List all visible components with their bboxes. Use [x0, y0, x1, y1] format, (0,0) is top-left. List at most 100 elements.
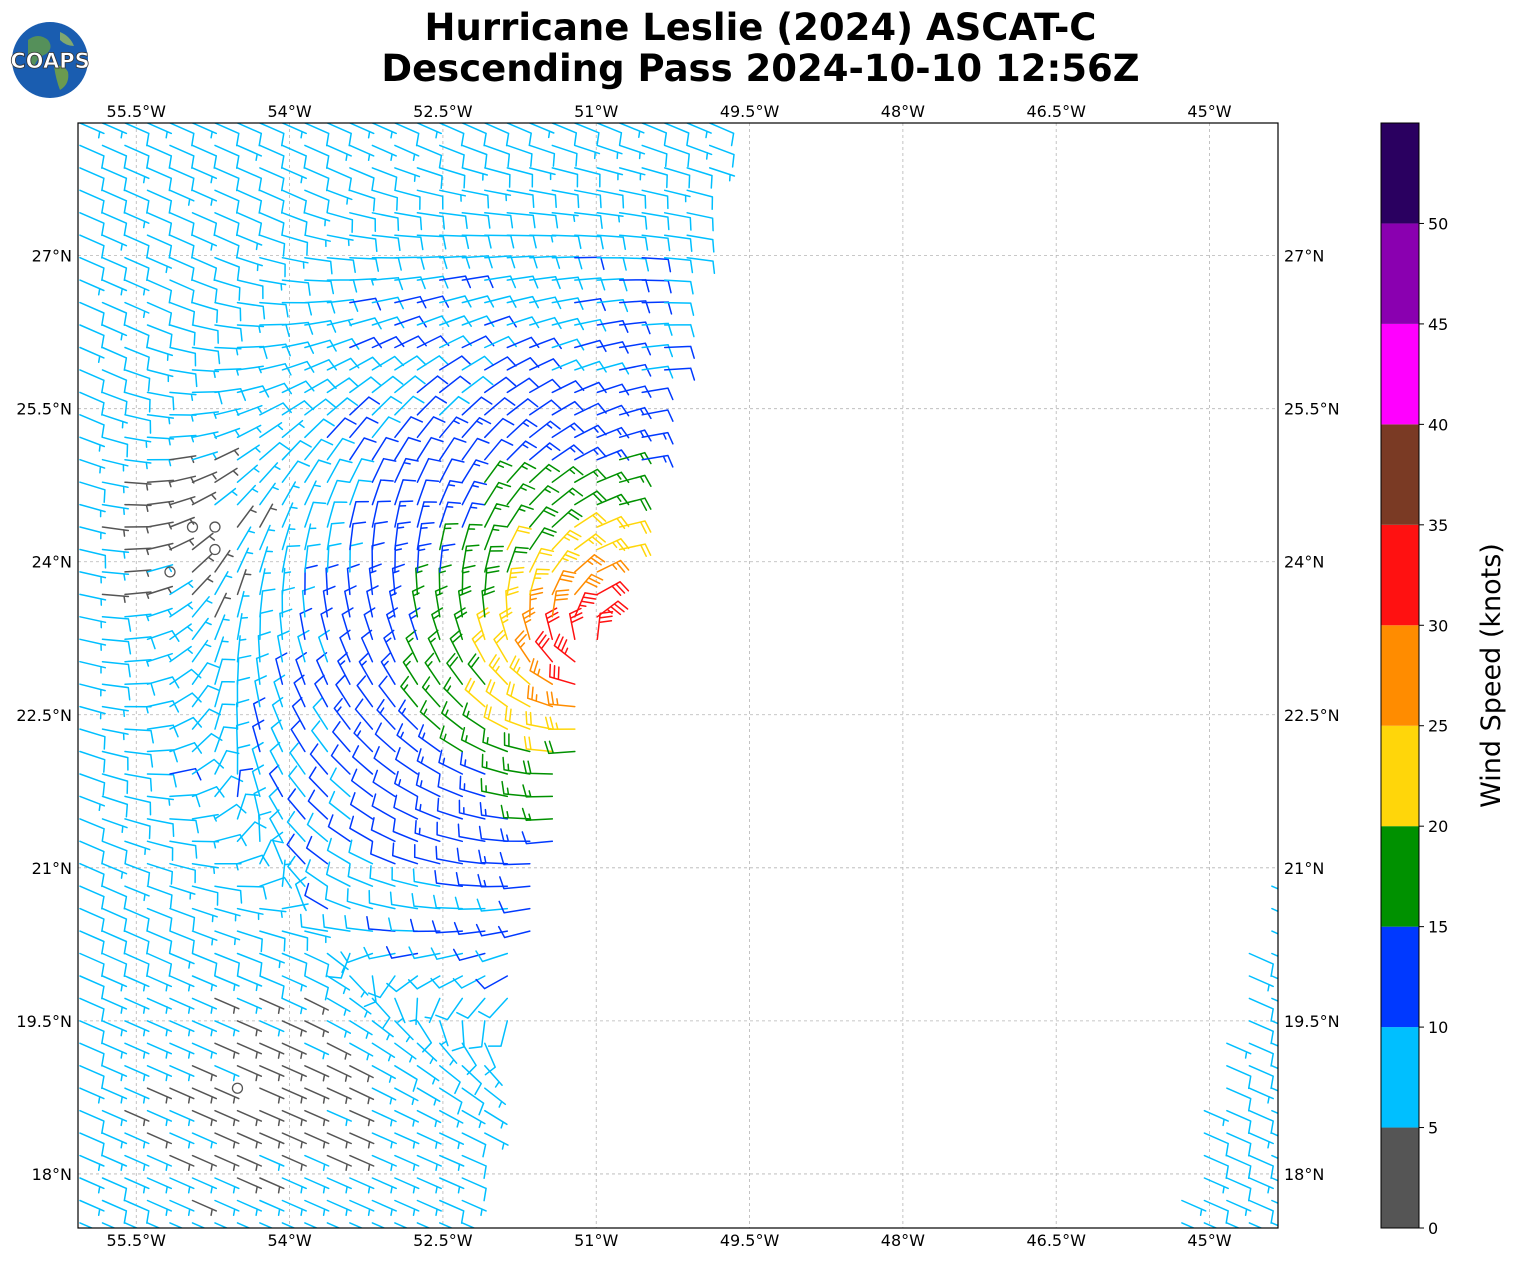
wind-barb — [1203, 1132, 1229, 1157]
wind-barb — [304, 123, 330, 147]
wind-barb — [529, 442, 561, 461]
wind-barb — [291, 697, 306, 730]
wind-barb — [146, 1132, 173, 1149]
wind-barb — [191, 952, 218, 977]
wind-barb — [169, 256, 195, 282]
wind-barb — [371, 1109, 397, 1127]
wind-barb — [214, 636, 229, 663]
wind-barb — [369, 865, 396, 887]
wind-barb — [259, 1222, 274, 1228]
wind-barb — [124, 975, 150, 992]
wind-barb — [1271, 1177, 1278, 1182]
wind-barb — [475, 923, 509, 937]
wind-barb — [1271, 1132, 1278, 1137]
wind-barb — [544, 716, 576, 731]
wind-barb — [214, 703, 236, 730]
wind-barb — [281, 167, 307, 184]
wind-barb — [484, 503, 510, 528]
x-tick-label: 49.5°W — [720, 102, 780, 121]
wind-barb — [1203, 1222, 1218, 1228]
wind-barb — [236, 612, 249, 641]
wind-barb — [124, 1020, 150, 1037]
wind-barb — [101, 773, 129, 795]
wind-barb — [101, 346, 128, 371]
wind-barb — [101, 167, 128, 192]
wind-barb — [79, 818, 105, 842]
wind-barb — [394, 436, 422, 461]
wind-barb — [101, 279, 128, 296]
wind-barb — [641, 212, 670, 231]
y-tick-label-left: 25.5°N — [16, 400, 72, 419]
wind-barb — [101, 728, 129, 741]
wind-barb — [475, 950, 509, 963]
wind-barb — [416, 315, 450, 328]
wind-barb — [499, 876, 531, 890]
wind-barb — [304, 189, 330, 214]
wind-barb — [253, 787, 266, 820]
wind-barb — [551, 487, 584, 506]
wind-barb — [409, 997, 419, 1026]
wind-barb — [394, 479, 417, 506]
wind-barb — [214, 1087, 240, 1104]
wind-barb — [1226, 1177, 1252, 1202]
wind-barb — [349, 1222, 364, 1228]
wind-barb — [314, 674, 329, 708]
y-tick-label-left: 24°N — [32, 553, 72, 572]
wind-barb — [259, 503, 278, 528]
wind-barb — [435, 997, 464, 1021]
wind-barb — [281, 975, 307, 992]
wind-barb — [169, 391, 197, 402]
wind-barb — [416, 1177, 442, 1194]
x-tick-label: 46.5°W — [1026, 102, 1086, 121]
wind-barb — [259, 422, 284, 439]
wind-barb — [146, 585, 174, 596]
wind-barb — [326, 279, 358, 293]
wind-barb — [214, 123, 240, 147]
wind-barb — [596, 341, 629, 354]
y-tick-label-left: 21°N — [32, 859, 72, 878]
wind-barb — [236, 385, 270, 398]
wind-barb — [371, 1177, 397, 1194]
wind-barb — [506, 377, 539, 394]
wind-barb — [259, 1087, 285, 1104]
wind-barb — [281, 123, 307, 139]
wind-barb — [484, 1132, 509, 1150]
wind-barb — [441, 701, 464, 730]
wind-barb — [663, 167, 691, 189]
wind-barb — [191, 1222, 207, 1228]
wind-barb — [641, 409, 674, 422]
wind-barb — [326, 837, 351, 865]
wind-barb — [416, 479, 440, 506]
wind-barb — [124, 1199, 150, 1224]
wind-barb — [391, 842, 419, 865]
wind-barb — [416, 1065, 440, 1085]
y-tick-label-right: 21°N — [1284, 859, 1324, 878]
wind-barb — [169, 212, 195, 237]
wind-barb — [596, 234, 627, 251]
wind-barb — [191, 189, 218, 206]
wind-barb — [497, 925, 531, 939]
wind-barb — [79, 795, 106, 812]
wind-barb — [417, 724, 441, 753]
wind-barb — [146, 818, 175, 838]
wind-barb — [1248, 1222, 1263, 1228]
wind-barb — [618, 543, 652, 557]
wind-barb — [328, 790, 351, 820]
wind-barb — [259, 524, 276, 551]
wind-barb — [618, 520, 652, 534]
wind-barb — [304, 279, 335, 295]
wind-barb — [259, 301, 289, 318]
wind-barb — [484, 144, 511, 168]
wind-barb — [214, 749, 240, 775]
wind-barb — [326, 997, 351, 1016]
wind-barb — [290, 719, 306, 753]
wind-barb — [368, 889, 396, 910]
wind-barb — [169, 579, 194, 596]
wind-barb — [79, 1065, 105, 1090]
wind-barb — [101, 503, 129, 516]
colorbar-tick-label: 40 — [1428, 415, 1448, 434]
wind-barb — [514, 630, 531, 663]
wind-barb — [124, 1065, 150, 1082]
wind-barb — [281, 279, 311, 296]
wind-barb — [411, 893, 441, 910]
